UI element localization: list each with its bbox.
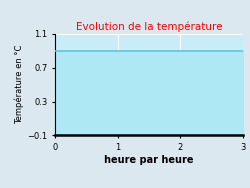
X-axis label: heure par heure: heure par heure <box>104 155 194 165</box>
Y-axis label: Température en °C: Température en °C <box>15 45 24 124</box>
Title: Evolution de la température: Evolution de la température <box>76 21 222 32</box>
